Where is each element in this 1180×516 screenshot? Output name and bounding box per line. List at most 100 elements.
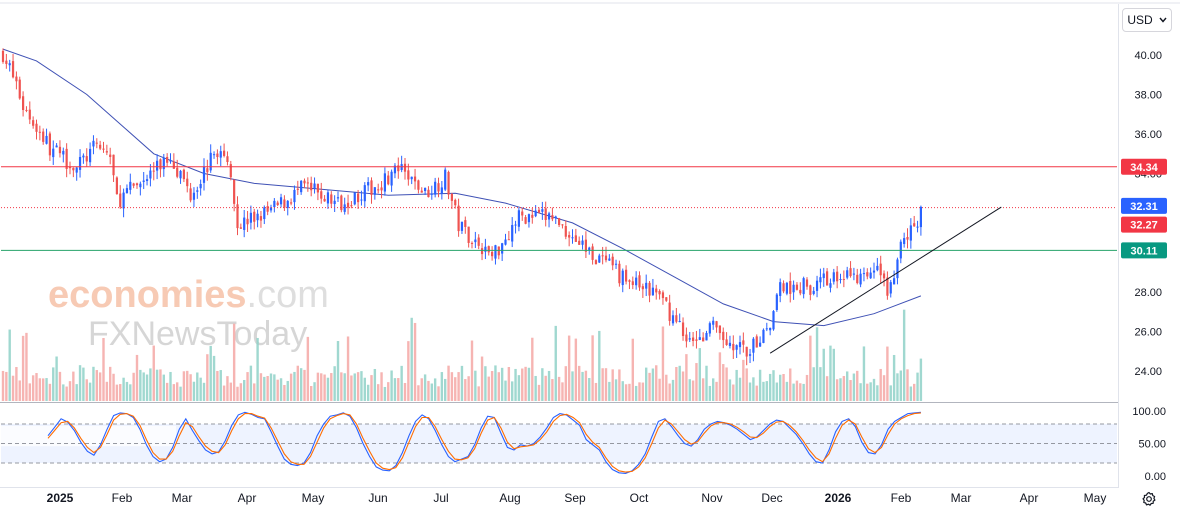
candle-body [196,190,199,192]
volume-bar [745,368,748,401]
candle-body [628,280,631,282]
volume-bar [253,383,256,401]
candle-body [494,245,497,259]
candle-body [99,144,102,149]
candle-body [145,179,149,182]
volume-bar [236,386,239,401]
level-label-dotted-resistance [1121,216,1167,233]
candle-body [859,273,862,285]
candle-body [661,292,665,299]
volume-bar [440,372,444,401]
candle-body [233,179,236,204]
candle-body [685,334,688,342]
volume-bar [634,385,638,401]
stochastic-axis[interactable]: 100.00 50.00 0.00 [1132,406,1166,483]
time-tick-label: Mar [172,491,193,505]
candle-body [363,185,366,202]
volume-bar [782,374,785,401]
candle-body [909,225,912,241]
watermark-logo-text: economies.com [48,274,329,316]
time-axis[interactable]: 2025 Feb Mar Apr May Jun Jul Aug Sep Oct Nov Dec 202… [47,491,1107,505]
trendline[interactable] [769,206,1002,354]
candle-body [738,342,742,348]
candle-body [85,156,88,162]
volume-bar [243,380,246,401]
candle-body [162,157,165,170]
candlesticks [1,48,922,366]
candle-body [534,210,537,217]
candle-body [273,200,276,208]
volume-bar [779,374,782,401]
candle-body [48,133,51,156]
time-tick-label: Jun [368,491,387,505]
volume-bar [671,379,675,401]
volume-bar [112,373,115,401]
candle-body [765,328,768,330]
volume-bar [832,348,835,401]
candle-body [189,188,192,201]
candle-body [815,280,819,291]
volume-bar [809,335,812,401]
candle-body [832,272,835,282]
volume-bar [373,368,377,401]
volume-bar [62,384,65,401]
volume-bar [537,384,541,401]
candle-body [457,205,460,232]
candle-body [256,213,259,221]
volume-bar [28,383,31,401]
volume-bar [464,379,467,401]
volume-bar [279,378,283,401]
volume-bar [611,369,614,401]
volume-bar [109,366,112,401]
volume-bar [578,365,581,401]
chart-settings-button[interactable] [1139,489,1159,509]
candle-body [641,286,644,290]
volume-bar [159,369,162,401]
candle-body [159,159,162,170]
volume-bar [567,335,571,401]
volume-bar [876,385,879,401]
candle-body [799,289,802,294]
candle-body [755,336,758,348]
volume-bar [239,383,243,401]
volume-bar [705,365,708,401]
volume-bar [631,338,634,401]
volume-bar [591,335,594,401]
volume-bar [531,337,534,401]
candle-body [645,282,648,289]
candle-body [427,189,430,198]
time-tick-label: 2026 [825,491,852,505]
volume-bar [353,373,356,401]
volume-bar [78,365,82,401]
volume-bar [547,370,551,401]
candle-body [601,255,604,257]
candle-body [805,279,809,287]
trendline-segment[interactable] [769,206,1002,354]
volume-bar [273,374,276,401]
volume-bar [886,346,889,401]
time-tick-label: May [1084,491,1107,505]
volume-bar [691,380,695,401]
volume-bar [420,378,423,401]
currency-selector[interactable]: USD [1122,8,1172,32]
volume-bar [303,369,306,401]
candle-body [357,193,360,203]
candle-body [15,76,18,82]
volume-bar [748,382,752,401]
candle-body [829,283,832,288]
volume-bar [641,382,645,401]
candle-body [78,156,82,170]
candle-body [444,169,447,190]
volume-bar [85,379,88,401]
candle-body [618,263,621,284]
candle-body [708,323,711,334]
volume-bar [289,373,293,401]
candle-body [537,209,541,213]
candle-body [913,223,916,227]
volume-bar [135,354,139,401]
candle-body [68,166,72,169]
volume-bar [497,372,500,401]
candle-body [671,315,675,324]
volume-bar [919,358,923,401]
